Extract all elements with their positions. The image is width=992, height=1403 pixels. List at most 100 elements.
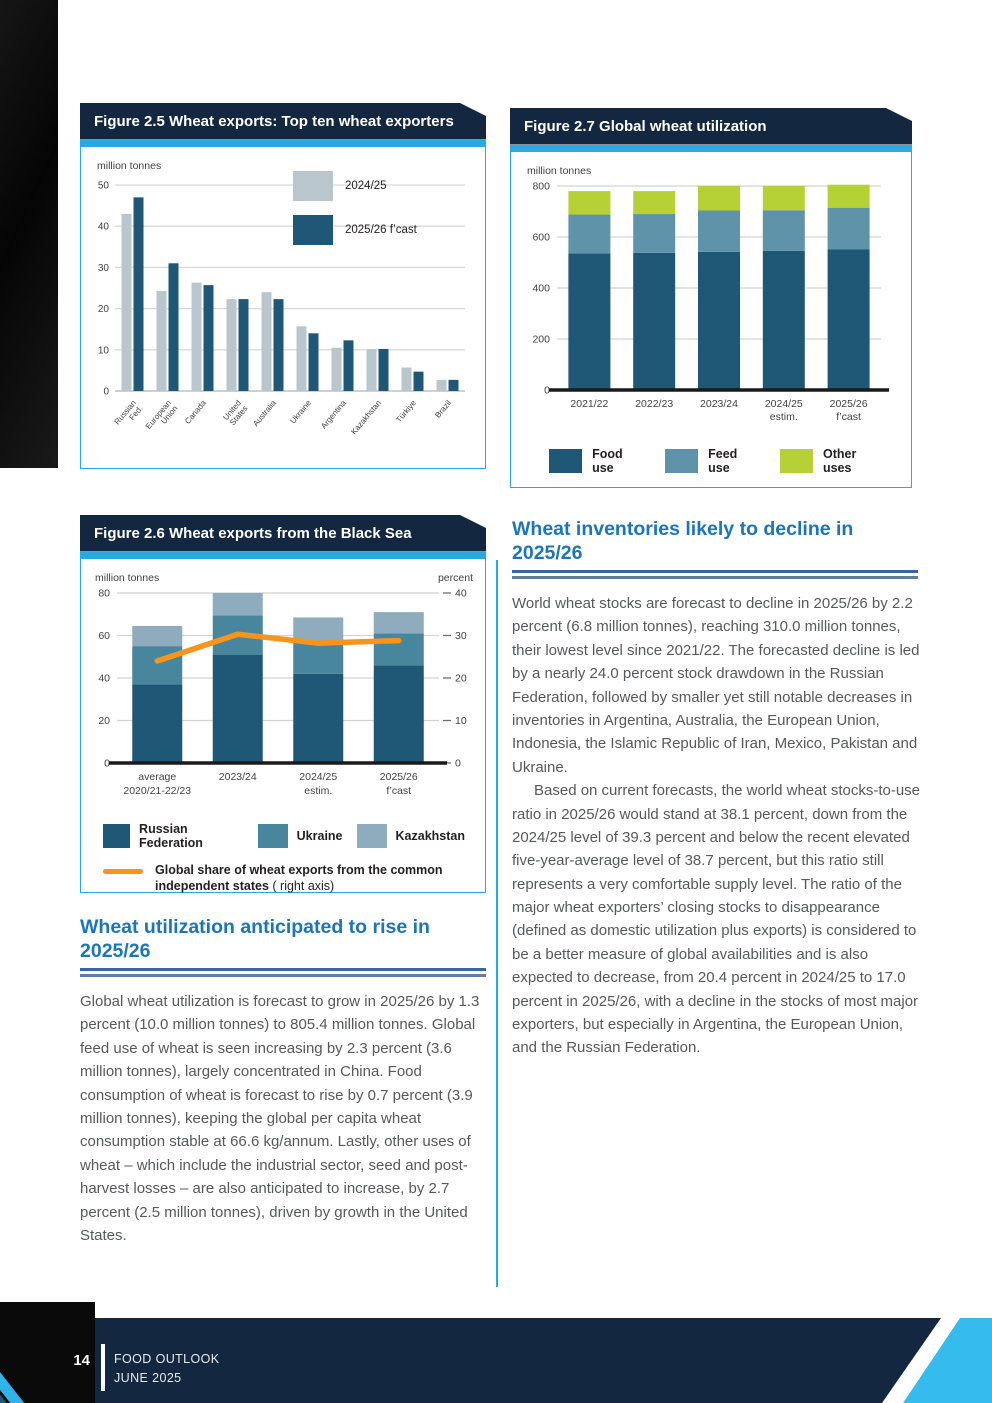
- svg-text:60: 60: [98, 630, 110, 642]
- legend-label: Food use: [592, 446, 623, 475]
- legend-label: Russian Federation: [139, 821, 203, 850]
- figure-2-5: Figure 2.5 Wheat exports: Top ten wheat …: [80, 103, 486, 469]
- figure-2-6: Figure 2.6 Wheat exports from the Black …: [80, 515, 486, 893]
- svg-text:Brazil: Brazil: [433, 398, 453, 419]
- svg-text:2022/23: 2022/23: [635, 398, 673, 410]
- black-sea-exports-chart: million tonnes percent 0 20 40 60 80 0 10 20 30 40 a…: [95, 572, 473, 797]
- figure-2-7-body: million tonnes 0 200 400 600 800 2021/22 2022/2…: [510, 151, 912, 488]
- legend-swatch-feed-use: [665, 448, 699, 473]
- legend-line-swatch: [103, 868, 143, 874]
- svg-text:50: 50: [98, 180, 110, 191]
- legend-label: Ukraine: [296, 828, 343, 843]
- svg-text:600: 600: [532, 231, 550, 243]
- svg-text:Türkiye: Türkiye: [394, 398, 418, 424]
- legend-swatch-food-use: [549, 448, 583, 473]
- legend-swatch-2025-26: [293, 214, 333, 245]
- legend-label: 2024/25: [345, 179, 387, 192]
- footer-cyan-stripe: [0, 1351, 29, 1403]
- footer-bar: [95, 1318, 941, 1403]
- wheat-exporters-chart: million tonnes 0 10 20 30 40 50 RussianFed. Euro…: [97, 160, 465, 436]
- footer-line1: FOOD OUTLOOK: [114, 1352, 220, 1366]
- svg-text:average: average: [138, 771, 176, 783]
- svg-text:20: 20: [98, 715, 110, 727]
- legend-swatch-kazakhstan: [356, 823, 387, 848]
- svg-text:estim.: estim.: [304, 785, 332, 797]
- svg-text:800: 800: [532, 180, 550, 192]
- figure-accent-bar: [510, 144, 912, 152]
- figure-2-7: Figure 2.7 Global wheat utilization mill…: [510, 108, 912, 488]
- footer-publication-text: FOOD OUTLOOK JUNE 2025: [114, 1350, 220, 1388]
- svg-text:million tonnes: million tonnes: [95, 572, 159, 584]
- svg-text:80: 80: [98, 587, 110, 599]
- svg-text:EuropeanUnion: EuropeanUnion: [144, 398, 180, 436]
- svg-text:10: 10: [455, 715, 467, 727]
- legend-item: Other uses: [779, 446, 883, 475]
- svg-text:2024/25: 2024/25: [765, 398, 803, 410]
- figure-2-5-body: million tonnes 0 10 20 30 40 50 RussianFed. Euro…: [80, 146, 486, 469]
- legend-label: Kazakhstan: [395, 828, 465, 843]
- figure-2-6-legend: Russian Federation Ukraine Kazakhstan Gl…: [103, 822, 479, 895]
- svg-text:2023/24: 2023/24: [219, 771, 257, 783]
- legend-label: Feed use: [708, 446, 738, 475]
- paragraph: Global wheat utilization is forecast to …: [80, 993, 480, 1244]
- svg-text:RussianFed.: RussianFed.: [113, 398, 145, 431]
- svg-text:10: 10: [98, 345, 110, 356]
- footer-divider-bar: [101, 1344, 105, 1391]
- svg-text:Kazakhstan: Kazakhstan: [349, 398, 383, 436]
- footer-line2: JUNE 2025: [114, 1370, 182, 1385]
- svg-text:30: 30: [98, 262, 110, 273]
- svg-text:2024/25: 2024/25: [299, 771, 337, 783]
- svg-text:400: 400: [532, 282, 550, 294]
- column-divider: [496, 560, 498, 1287]
- svg-text:Australia: Australia: [251, 398, 278, 428]
- utilization-paragraph: Global wheat utilization is forecast to …: [80, 990, 488, 1247]
- legend-swatch-ukraine: [257, 823, 288, 848]
- svg-text:30: 30: [455, 630, 467, 642]
- figure-2-6-title: Figure 2.6 Wheat exports from the Black …: [80, 515, 486, 552]
- legend-item: 2024/25: [293, 170, 417, 201]
- svg-text:million tonnes: million tonnes: [527, 165, 591, 177]
- svg-text:2023/24: 2023/24: [700, 398, 738, 410]
- svg-text:0: 0: [104, 757, 110, 769]
- figure-2-6-body: million tonnes percent 0 20 40 60 80 0 10 20 30 40 a…: [80, 558, 486, 895]
- figure-2-5-title: Figure 2.5 Wheat exports: Top ten wheat …: [80, 103, 486, 140]
- svg-text:0: 0: [103, 386, 109, 397]
- page-number: 14: [73, 1352, 90, 1369]
- legend-swatch-2024-25: [293, 170, 333, 201]
- svg-text:million tonnes: million tonnes: [97, 160, 161, 172]
- svg-text:Argentina: Argentina: [319, 398, 348, 430]
- legend-item: Ukraine: [257, 823, 343, 848]
- svg-text:2020/21-22/23: 2020/21-22/23: [123, 785, 191, 797]
- svg-text:percent: percent: [438, 572, 473, 584]
- figure-accent-bar: [80, 551, 486, 559]
- svg-text:0: 0: [544, 384, 550, 396]
- wheat-utilization-chart: million tonnes 0 200 400 600 800 2021/22 2022/2…: [527, 165, 889, 423]
- legend-item: Feed use: [665, 447, 758, 475]
- legend-label: Other uses: [822, 446, 857, 475]
- legend-swatch-other-uses: [779, 448, 813, 473]
- legend-swatch-russian-federation: [103, 823, 131, 848]
- svg-text:f’cast: f’cast: [386, 785, 411, 797]
- paragraph: Based on current forecasts, the world wh…: [512, 782, 921, 1057]
- svg-text:Ukraine: Ukraine: [288, 398, 313, 425]
- svg-text:40: 40: [98, 672, 110, 684]
- legend-item-line: Global share of wheat exports from the c…: [103, 862, 479, 895]
- figure-2-5-legend: 2024/25 2025/26 f’cast: [293, 170, 417, 259]
- paragraph: World wheat stocks are forecast to decli…: [512, 595, 920, 776]
- svg-text:40: 40: [98, 221, 110, 232]
- figure-2-7-title: Figure 2.7 Global wheat utilization: [510, 108, 912, 145]
- figure-accent-bar: [80, 139, 486, 147]
- legend-label: 2025/26 f’cast: [345, 223, 417, 236]
- left-margin-band: [0, 0, 58, 468]
- heading-rule: [80, 968, 486, 977]
- legend-label: Global share of wheat exports from the c…: [155, 862, 443, 893]
- section-heading-utilization: Wheat utilization anticipated to rise in…: [80, 916, 430, 962]
- svg-text:40: 40: [455, 587, 467, 599]
- svg-text:20: 20: [98, 304, 110, 315]
- svg-text:200: 200: [532, 333, 550, 345]
- svg-text:2025/26: 2025/26: [380, 771, 418, 783]
- legend-item: Kazakhstan: [356, 823, 465, 848]
- section-heading-inventories: Wheat inventories likely to decline in 2…: [512, 518, 854, 564]
- legend-item: Food use: [549, 447, 643, 475]
